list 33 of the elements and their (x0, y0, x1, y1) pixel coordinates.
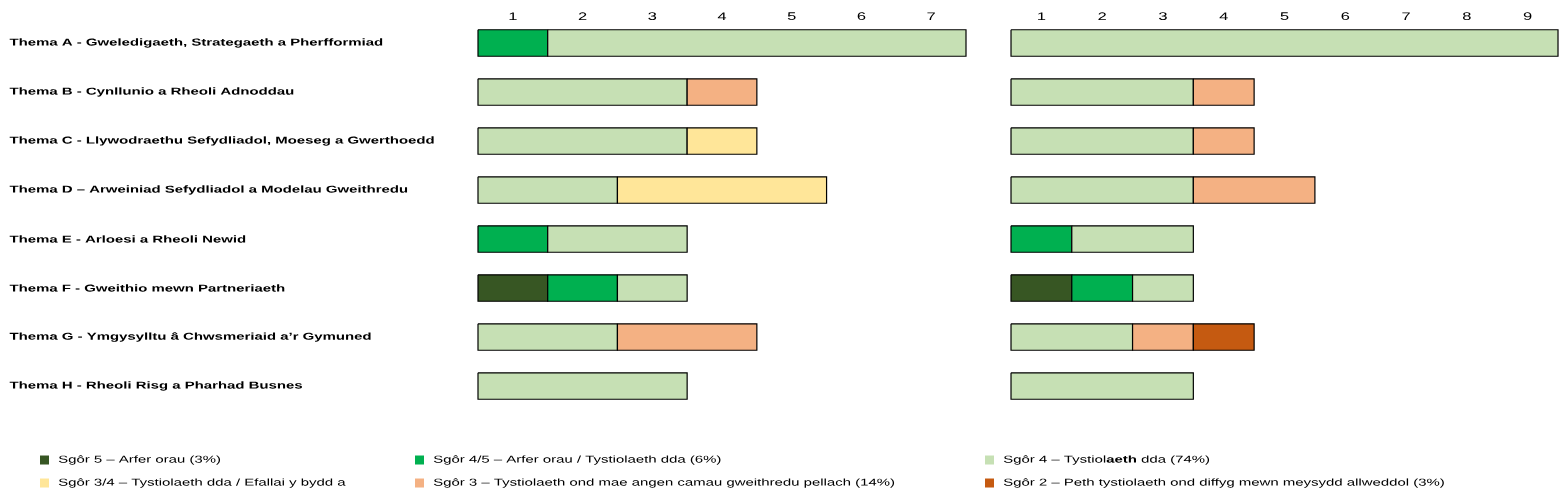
bar (1010, 29, 1559, 57)
y-tick-label: Thema F - Gweithio mewn Partneriaeth (9, 284, 285, 292)
x-tick-label: 4 (1219, 12, 1228, 20)
x-tick-label: 4 (717, 12, 727, 20)
x-tick-label: 8 (1462, 12, 1471, 20)
legend-label: Sgôr 4/5 – Arfer orau / Tystiolaeth dda (6%) (433, 455, 721, 465)
legend-label: Sgôr 2 – Peth tystiolaeth ond diffyg mewn meysydd allweddol (3%) (1003, 478, 1444, 488)
y-tick-label: Thema E - Arloesi a Rheoli Newid (9, 235, 246, 243)
legend-label: Sgôr 4 – Tystiolaeth dda (74%) (1003, 455, 1210, 465)
y-tick-label: Thema H - Rheoli Risg a Pharhad Busnes (9, 381, 302, 391)
x-tick-label: 1 (509, 12, 517, 20)
x-tick-label: 5 (787, 12, 796, 20)
x-tick-label: 6 (1341, 12, 1350, 20)
legend-label: Sgôr 5 – Arfer orau (3%) (58, 455, 221, 465)
legend-label: Sgôr 3/4 – Tystiolaeth dda / Efallai y bydd a (58, 478, 346, 488)
y-tick-label: Thema D – Arweiniad Sefydliadol a Modelau Gweithredu (9, 185, 408, 195)
x-tick-label: 1 (1038, 12, 1046, 20)
x-tick-label: 3 (1159, 12, 1167, 20)
y-tick-label: Thema A - Gweledigaeth, Strategaeth a Pherfformiad (9, 38, 383, 48)
y-tick-label: Thema B - Cynllunio a Rheoli Adnoddau (9, 87, 294, 97)
y-tick-label: Thema C - Llywodraethu Sefydliadol, Moeseg a Gwerthoedd (9, 136, 434, 146)
x-tick-label: 9 (1523, 12, 1532, 20)
x-tick-label: 7 (1402, 12, 1410, 20)
x-tick-label: 2 (1098, 12, 1106, 20)
x-tick-label: 7 (927, 12, 935, 20)
x-tick-label: 5 (1280, 12, 1289, 20)
y-tick-label: Thema G - Ymgysylltu â Chwsmeriaid a’r Gymuned (9, 332, 371, 342)
bar (1010, 372, 1194, 400)
bar (477, 372, 688, 400)
x-tick-label: 3 (648, 12, 657, 20)
x-tick-label: 6 (857, 12, 866, 20)
x-tick-label: 2 (578, 12, 587, 20)
legend-label: Sgôr 3 – Tystiolaeth ond mae angen camau gweithredu pellach (14%) (433, 478, 895, 488)
